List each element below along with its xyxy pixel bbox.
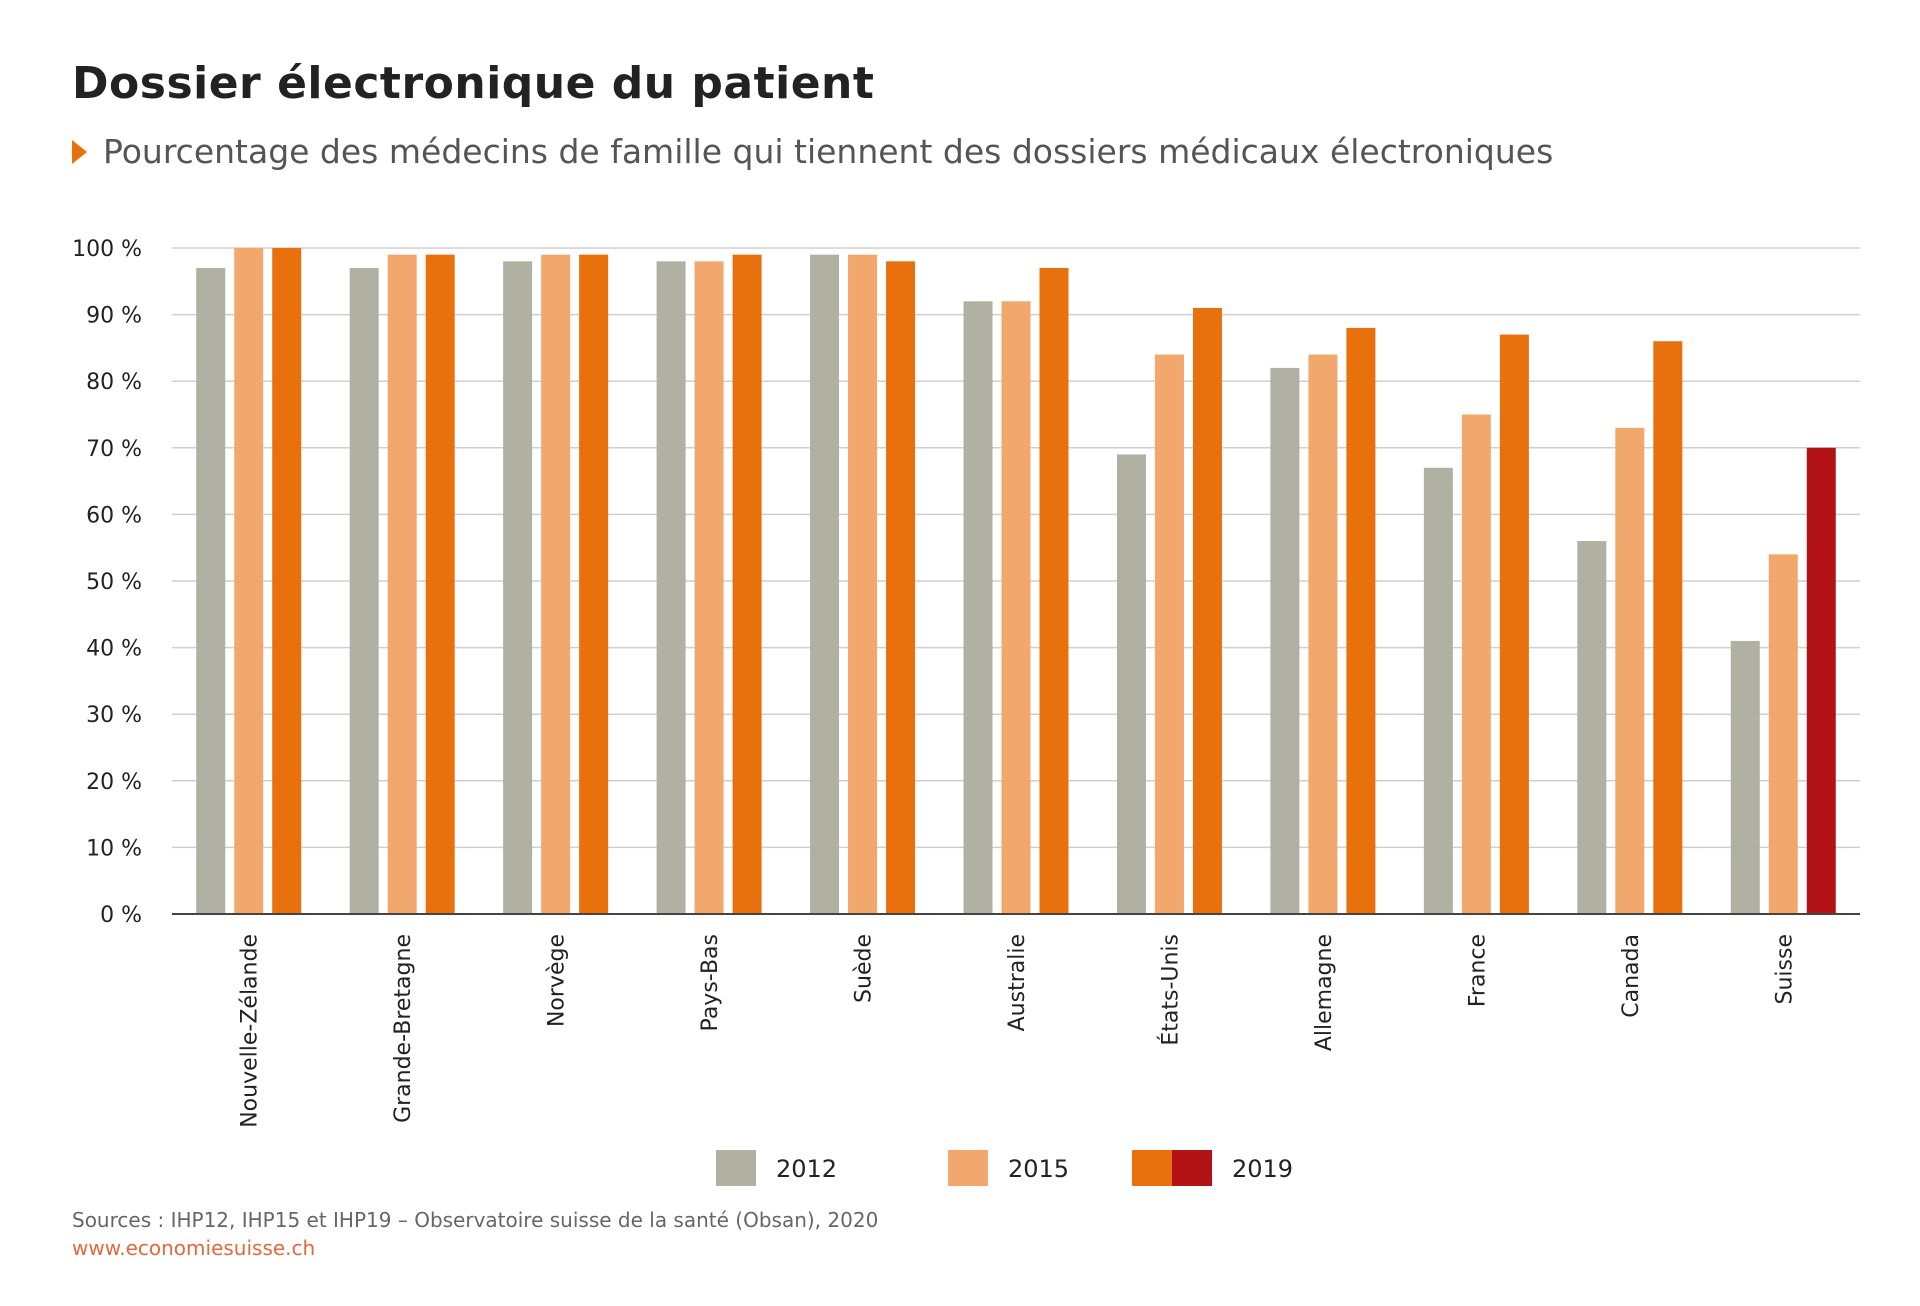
y-tick-label: 50 % [86, 570, 142, 595]
bar-2015 [1768, 554, 1798, 914]
bar-2019 [1499, 334, 1529, 915]
x-category-label: Norvège [545, 934, 570, 1027]
bar-2012 [810, 254, 840, 914]
bar-2019 [1039, 267, 1069, 915]
legend-swatch-highlight [1172, 1150, 1212, 1186]
legend-swatch-2012 [716, 1150, 756, 1186]
bar-2015 [234, 248, 264, 914]
bar-2019 [886, 261, 916, 914]
x-axis: Nouvelle-Zélande Grande-Bretagne Norvège Pa… [172, 913, 1860, 1128]
bar-2012 [503, 261, 533, 914]
subtitle-row: Pourcentage des médecins de famille qui … [72, 132, 1553, 171]
website-link[interactable]: www.economiesuisse.ch [72, 1236, 316, 1260]
y-tick-label: 0 % [100, 903, 142, 928]
chart-title: Dossier électronique du patient [72, 58, 875, 109]
x-category-label: France [1465, 934, 1490, 1007]
source-note: Sources : IHP12, IHP15 et IHP19 – Observ… [72, 1208, 879, 1232]
bar-2012 [196, 267, 226, 915]
y-axis: 0 % 10 % 20 % 30 % 40 % 50 % 60 % 70 % 80 % 90 % 1… [72, 237, 142, 928]
x-category-label: États-Unis [1157, 934, 1183, 1046]
chart-subtitle: Pourcentage des médecins de famille qui … [103, 132, 1554, 171]
bar-2015 [1615, 427, 1645, 914]
triangle-arrow-icon [72, 139, 87, 164]
legend-label: 2019 [1232, 1155, 1293, 1183]
bar-2019 [1806, 447, 1836, 914]
y-tick-label: 10 % [86, 836, 142, 861]
x-category-label: Nouvelle-Zélande [238, 934, 263, 1128]
bar-2019 [1653, 341, 1683, 914]
bar-2019 [732, 254, 762, 914]
y-tick-label: 20 % [86, 770, 142, 795]
bar-2019 [1346, 327, 1376, 914]
y-tick-label: 30 % [86, 703, 142, 728]
x-category-label: Suisse [1772, 934, 1797, 1004]
bar-2012 [349, 267, 379, 915]
bar-2019 [425, 254, 455, 914]
x-category-label: Canada [1619, 934, 1644, 1018]
bar-2015 [694, 261, 724, 914]
bar-2015 [1154, 354, 1184, 914]
bar-2015 [1461, 414, 1491, 914]
y-tick-label: 40 % [86, 637, 142, 662]
x-category-label: Suède [852, 934, 877, 1003]
y-tick-label: 100 % [72, 237, 142, 262]
bars [196, 248, 1836, 915]
legend: 2012 2015 2019 [716, 1150, 1293, 1186]
bar-2015 [1308, 354, 1338, 914]
bar-2019 [272, 248, 302, 914]
bar-2015 [848, 254, 878, 914]
bar-2015 [387, 254, 417, 914]
x-category-label: Allemagne [1312, 934, 1337, 1051]
bar-2012 [1116, 454, 1146, 914]
legend-label: 2015 [1008, 1155, 1069, 1183]
y-tick-label: 80 % [86, 370, 142, 395]
x-category-label: Grande-Bretagne [391, 934, 416, 1123]
y-tick-label: 70 % [86, 437, 142, 462]
bar-2012 [963, 301, 993, 914]
bar-2015 [541, 254, 571, 914]
bar-2015 [1001, 301, 1031, 914]
legend-label: 2012 [776, 1155, 837, 1183]
y-tick-label: 90 % [86, 304, 142, 329]
bar-2012 [1423, 467, 1453, 914]
y-tick-label: 60 % [86, 503, 142, 528]
bar-2012 [656, 261, 686, 914]
x-category-label: Australie [1005, 934, 1030, 1031]
bar-2012 [1577, 541, 1607, 914]
legend-swatch-2015 [948, 1150, 988, 1186]
bar-2012 [1270, 367, 1300, 914]
legend-swatch-2019 [1132, 1150, 1172, 1186]
bar-2012 [1730, 640, 1760, 914]
bar-2019 [1192, 307, 1222, 914]
bar-2019 [579, 254, 609, 914]
x-category-label: Pays-Bas [698, 934, 723, 1031]
